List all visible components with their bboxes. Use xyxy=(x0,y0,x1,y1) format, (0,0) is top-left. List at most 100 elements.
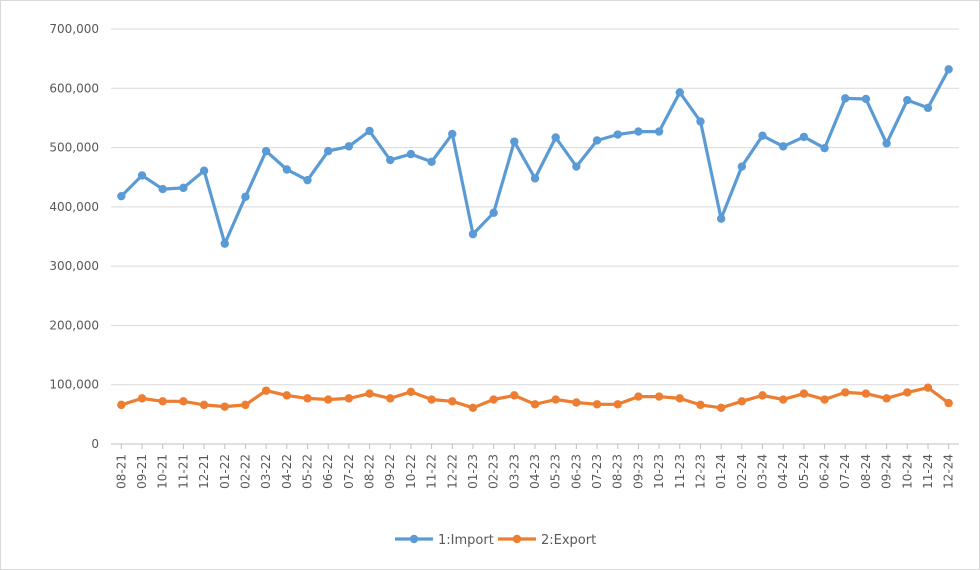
x-tick-label: 08-24 xyxy=(859,454,873,489)
data-point xyxy=(592,136,602,145)
x-tick-label: 01-22 xyxy=(218,454,232,489)
legend-label: 2:Export xyxy=(541,533,596,548)
x-tick-label: 02-23 xyxy=(487,454,501,489)
y-tick-label: 700,000 xyxy=(49,22,99,36)
data-point xyxy=(634,392,643,401)
data-point xyxy=(861,94,871,104)
data-point xyxy=(758,131,767,140)
data-point xyxy=(427,157,436,166)
x-tick-label: 03-22 xyxy=(259,454,273,489)
x-tick-label: 10-21 xyxy=(156,454,170,489)
x-tick-label: 02-22 xyxy=(238,454,252,489)
x-tick-label: 10-24 xyxy=(900,454,914,489)
x-tick-label: 03-23 xyxy=(507,454,521,489)
x-tick-label: 06-23 xyxy=(569,454,583,489)
data-point xyxy=(220,402,229,411)
data-point xyxy=(179,397,188,406)
data-point xyxy=(365,389,374,398)
data-point xyxy=(323,146,333,156)
data-point xyxy=(448,397,457,406)
x-tick-label: 07-22 xyxy=(342,454,356,489)
series-2 xyxy=(117,383,953,413)
data-point xyxy=(179,183,188,193)
x-tick-label: 04-23 xyxy=(528,454,542,489)
x-tick-label: 09-24 xyxy=(880,454,894,489)
y-tick-label: 400,000 xyxy=(49,200,99,214)
x-tick-label: 09-22 xyxy=(383,454,397,489)
data-point xyxy=(365,126,374,136)
series-1 xyxy=(117,65,953,248)
legend-label: 1:Import xyxy=(438,533,494,548)
x-tick-label: 11-23 xyxy=(673,454,687,489)
data-point xyxy=(199,400,209,410)
data-point xyxy=(406,149,416,159)
series-line xyxy=(119,67,951,246)
data-point xyxy=(737,397,747,406)
data-point xyxy=(903,95,912,105)
data-point xyxy=(137,171,147,180)
data-point xyxy=(861,389,871,398)
x-tick-label: 04-22 xyxy=(280,454,294,489)
data-point xyxy=(241,192,250,201)
x-tick-label: 04-24 xyxy=(776,454,790,489)
data-point xyxy=(572,162,581,171)
data-point xyxy=(613,400,622,409)
data-point xyxy=(923,383,933,392)
data-point xyxy=(799,132,809,142)
y-tick-label: 600,000 xyxy=(49,81,99,95)
x-tick-label: 09-21 xyxy=(135,454,149,489)
data-point xyxy=(427,395,436,404)
data-point xyxy=(841,94,850,103)
data-point xyxy=(716,214,726,223)
data-point xyxy=(799,389,809,398)
x-tick-label: 10-22 xyxy=(404,454,418,489)
data-point xyxy=(386,155,395,165)
data-point xyxy=(468,403,478,413)
x-tick-label: 08-22 xyxy=(363,454,377,489)
data-point xyxy=(261,386,271,395)
x-tick-label: 12-24 xyxy=(942,454,956,489)
data-point xyxy=(158,184,167,194)
x-tick-label: 12-23 xyxy=(693,454,707,489)
data-point xyxy=(489,395,498,404)
legend-item: 2:Export xyxy=(498,533,596,548)
data-point xyxy=(530,174,540,183)
data-point xyxy=(510,391,519,400)
data-point xyxy=(696,117,705,126)
y-tick-label: 500,000 xyxy=(49,141,99,155)
data-point xyxy=(282,391,292,400)
data-point xyxy=(778,395,788,404)
x-tick-label: 07-24 xyxy=(838,454,852,489)
data-point xyxy=(344,142,354,151)
data-point xyxy=(282,165,292,174)
data-point xyxy=(592,400,602,409)
data-point xyxy=(737,162,747,171)
data-point xyxy=(923,103,933,113)
data-point xyxy=(241,400,250,410)
y-tick-label: 0 xyxy=(91,437,99,451)
data-point xyxy=(158,397,167,406)
data-point xyxy=(551,133,560,142)
x-tick-label: 11-21 xyxy=(176,454,190,489)
data-point xyxy=(530,400,540,409)
legend-swatch-marker xyxy=(409,534,419,544)
x-tick-label: 05-22 xyxy=(300,454,314,489)
x-tick-label: 08-21 xyxy=(114,454,128,489)
gridlines xyxy=(111,28,959,445)
data-point xyxy=(137,394,147,403)
data-point xyxy=(406,387,416,397)
data-point xyxy=(448,129,457,139)
y-tick-label: 200,000 xyxy=(49,318,99,332)
data-point xyxy=(820,395,829,404)
data-point xyxy=(903,388,912,397)
y-axis-tick-labels: 0 100,000 200,000 300,000 400,000 500,000 600,… xyxy=(49,22,99,451)
x-tick-label: 11-24 xyxy=(921,454,935,489)
data-point xyxy=(716,403,726,413)
data-point xyxy=(303,175,312,185)
legend-item: 1:Import xyxy=(395,533,494,548)
data-point xyxy=(468,229,478,239)
data-point xyxy=(261,146,271,156)
data-point xyxy=(634,127,643,136)
